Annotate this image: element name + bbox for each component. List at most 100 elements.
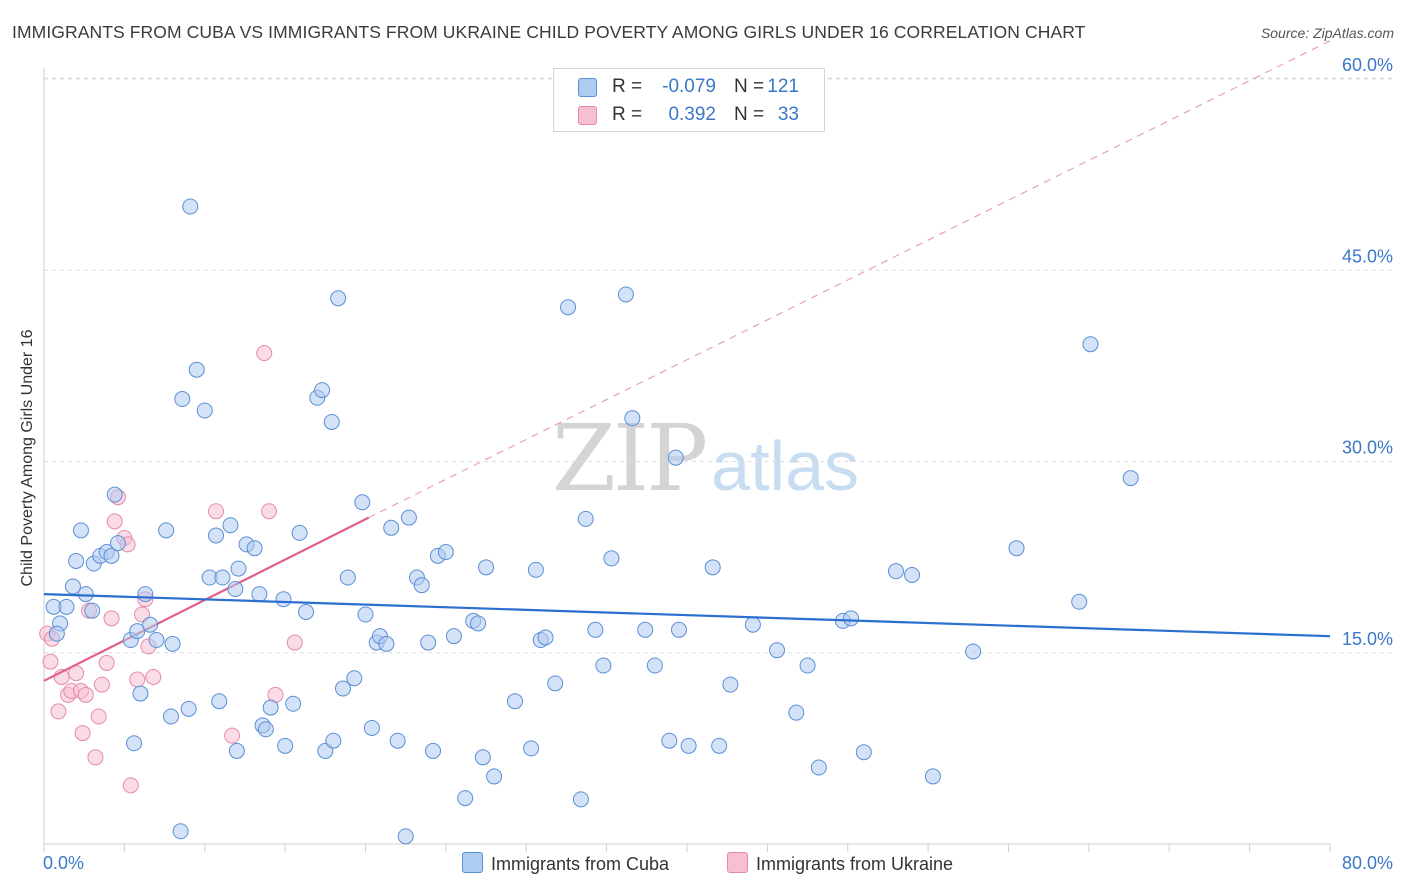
legend-row-ukraine: R = 0.392 N = 33 (554, 100, 824, 130)
cuba-point (129, 623, 146, 640)
cuba-point (132, 685, 149, 702)
cuba-point (397, 828, 414, 845)
cuba-point (744, 616, 761, 633)
cuba-point (603, 550, 620, 567)
ukraine-point (90, 708, 107, 725)
cuba-point (624, 410, 641, 427)
cuba-point (470, 615, 487, 632)
bottom-cuba-swatch (462, 852, 483, 873)
cuba-point (595, 657, 612, 674)
cuba-point (769, 642, 786, 659)
cuba-point (277, 737, 294, 754)
x-tick-label-max: 80.0% (1342, 853, 1393, 873)
cuba-point (363, 719, 380, 736)
cuba-point (346, 670, 363, 687)
cuba-point (680, 737, 697, 754)
cuba-point (109, 535, 126, 552)
cuba-point (389, 732, 406, 749)
cuba-point (810, 759, 827, 776)
cuba-point (383, 519, 400, 536)
ukraine-point (42, 653, 59, 670)
cuba-point (670, 621, 687, 638)
cuba-point (58, 598, 75, 615)
cuba-point (445, 628, 462, 645)
cuba-point (251, 586, 268, 603)
ukraine-point (129, 671, 146, 688)
bottom-cuba-label: Immigrants from Cuba (491, 854, 670, 874)
cuba-point (285, 695, 302, 712)
cuba-n-label: N = (734, 76, 765, 97)
axes (43, 68, 1331, 852)
ukraine-point (286, 634, 303, 651)
cuba-point (1008, 540, 1025, 557)
cuba-n-value: 121 (767, 76, 799, 97)
cuba-point (354, 494, 371, 511)
cuba-point (378, 635, 395, 652)
cuba-point (646, 657, 663, 674)
cuba-point (527, 561, 544, 578)
cuba-point (325, 732, 342, 749)
cuba-point (413, 577, 430, 594)
cuba-point (704, 559, 721, 576)
cuba-point (164, 635, 181, 652)
cuba-point (486, 768, 503, 785)
cuba-point (77, 586, 94, 603)
cuba-point (172, 823, 189, 840)
cuba-point (425, 742, 442, 759)
ukraine-point (77, 686, 94, 703)
cuba-point (222, 517, 239, 534)
cuba-points (43, 198, 1331, 845)
cuba-point (400, 509, 417, 526)
ukraine-swatch (578, 106, 597, 125)
cuba-swatch (578, 78, 597, 97)
cuba-point (722, 676, 739, 693)
cuba-point (887, 563, 904, 580)
cuba-point (1122, 470, 1139, 487)
cuba-point (188, 361, 205, 378)
ukraine-point (50, 703, 67, 720)
cuba-point (799, 657, 816, 674)
ukraine-r-value: 0.392 (668, 104, 716, 125)
cuba-point (965, 643, 982, 660)
y-axis-label: Child Poverty Among Girls Under 16 (19, 329, 36, 587)
correlation-legend: R = -0.079 N = 121 R = 0.392 N = 33 (553, 68, 825, 132)
cuba-point (68, 552, 85, 569)
chart-title: IMMIGRANTS FROM CUBA VS IMMIGRANTS FROM … (12, 22, 1086, 42)
cuba-point (474, 749, 491, 766)
cuba-point (182, 198, 199, 215)
cuba-point (457, 790, 474, 807)
cuba-point (572, 791, 589, 808)
cuba-point (142, 616, 159, 633)
cuba-point (339, 569, 356, 586)
cuba-point (506, 693, 523, 710)
bottom-legend-ukraine: Immigrants from Ukraine (727, 852, 953, 875)
cuba-point (298, 603, 315, 620)
ukraine-point (93, 676, 110, 693)
y-tick-label: 30.0% (1342, 438, 1393, 458)
ukraine-point (224, 727, 241, 744)
cuba-point (560, 299, 577, 316)
cuba-point (211, 693, 228, 710)
cuba-point (537, 629, 554, 646)
cuba-point (1082, 336, 1099, 353)
ukraine-point (208, 503, 225, 520)
cuba-point (214, 569, 231, 586)
ukraine-point (98, 654, 115, 671)
tick-labels: 15.0% 30.0% 45.0% 60.0% 0.0% 80.0% (43, 55, 1393, 873)
cuba-point (174, 391, 191, 408)
cuba-point (291, 524, 308, 541)
cuba-point (323, 413, 340, 430)
ukraine-point (256, 345, 273, 362)
cuba-point (357, 606, 374, 623)
ukraine-trend-extension (368, 40, 1331, 519)
cuba-point (661, 732, 678, 749)
ukraine-point (261, 503, 278, 520)
cuba-point (788, 704, 805, 721)
source-credit: Source: ZipAtlas.com (1260, 25, 1394, 41)
cuba-point (84, 602, 101, 619)
cuba-point (275, 591, 292, 608)
cuba-point (667, 449, 684, 466)
trend-lines (368, 40, 1331, 519)
cuba-point (180, 700, 197, 717)
cuba-point (126, 735, 143, 752)
